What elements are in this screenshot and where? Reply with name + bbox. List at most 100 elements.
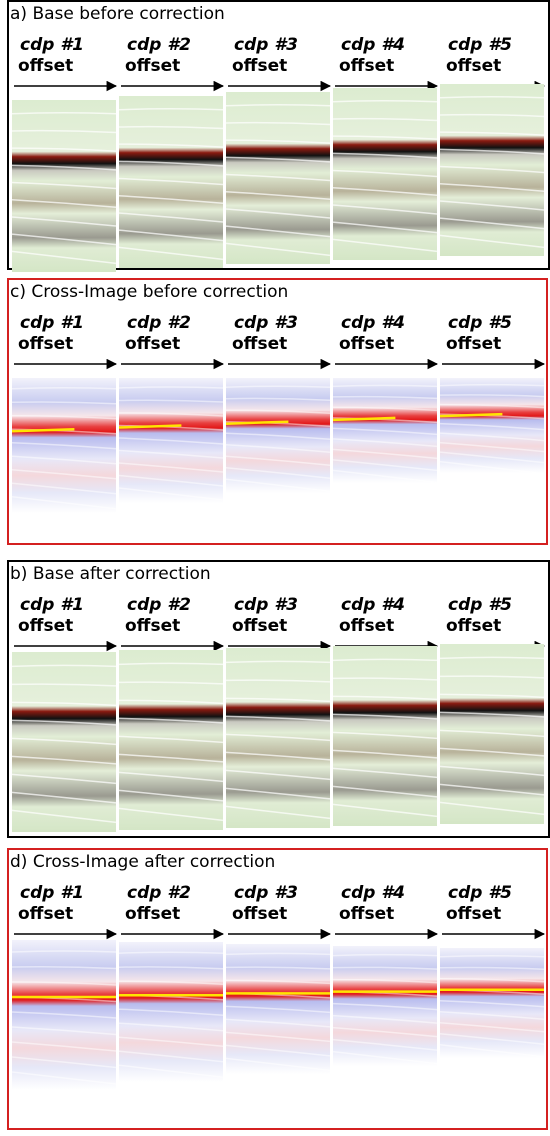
gather-texture bbox=[11, 965, 117, 970]
gather-texture bbox=[11, 701, 117, 707]
gather-texture bbox=[332, 135, 438, 140]
offset-label: offset bbox=[125, 56, 180, 76]
cdp-label: cdp #1 bbox=[20, 35, 84, 55]
gather-texture bbox=[225, 121, 331, 126]
offset-label: offset bbox=[446, 334, 501, 354]
gather-texture bbox=[439, 966, 545, 971]
gather-texture bbox=[11, 401, 117, 405]
gather-texture bbox=[11, 387, 117, 390]
offset-label: offset bbox=[232, 904, 287, 924]
gather-texture bbox=[11, 496, 117, 510]
gather-image bbox=[226, 92, 330, 264]
gather-texture bbox=[225, 385, 331, 388]
gather-texture bbox=[439, 955, 545, 958]
peak-line bbox=[439, 412, 503, 418]
peak-line bbox=[11, 428, 75, 433]
gather-texture bbox=[439, 113, 545, 118]
gather-texture bbox=[118, 177, 224, 186]
gather-texture bbox=[439, 441, 545, 453]
gather-texture bbox=[439, 394, 545, 398]
gather-texture bbox=[332, 204, 438, 215]
gather-texture bbox=[11, 809, 117, 824]
gather-texture bbox=[439, 693, 545, 699]
offset-label: offset bbox=[446, 616, 501, 636]
gather-texture bbox=[118, 1050, 224, 1063]
gather-texture bbox=[11, 164, 117, 171]
gather-texture bbox=[11, 664, 117, 668]
gather-texture bbox=[118, 108, 224, 111]
gather-texture bbox=[332, 417, 438, 424]
gather-texture bbox=[332, 1026, 438, 1038]
gather-texture bbox=[225, 751, 331, 761]
gather-texture bbox=[11, 1071, 117, 1085]
gather-texture bbox=[439, 148, 545, 155]
gather-texture bbox=[118, 1064, 224, 1078]
gather-texture bbox=[118, 386, 224, 389]
gather-texture bbox=[225, 1057, 331, 1072]
gather-texture bbox=[11, 455, 117, 465]
gather-texture bbox=[11, 1056, 117, 1069]
gather-texture bbox=[332, 713, 438, 720]
cdp-label: cdp #2 bbox=[127, 35, 191, 55]
gather-texture bbox=[439, 711, 545, 718]
cdp-label: cdp #3 bbox=[234, 883, 298, 903]
gather-texture bbox=[118, 1022, 224, 1032]
offset-label: offset bbox=[18, 56, 73, 76]
cdp-label: cdp #4 bbox=[341, 313, 405, 333]
gather-texture bbox=[11, 950, 117, 953]
offset-label: offset bbox=[339, 56, 394, 76]
peak-line bbox=[225, 420, 289, 425]
gather-texture bbox=[225, 156, 331, 163]
gather-texture bbox=[11, 112, 117, 115]
gather-texture bbox=[225, 420, 331, 427]
offset-label: offset bbox=[339, 334, 394, 354]
gather-texture bbox=[118, 735, 224, 744]
gather-texture bbox=[332, 187, 438, 197]
gather-texture bbox=[118, 717, 224, 724]
gather-texture bbox=[439, 1011, 545, 1021]
gather-texture bbox=[439, 413, 545, 420]
gather-texture bbox=[332, 1038, 438, 1051]
gather-image bbox=[226, 648, 330, 828]
gather-texture bbox=[439, 765, 545, 777]
gather-texture bbox=[332, 469, 438, 484]
gather-texture bbox=[332, 1002, 438, 1011]
gather-texture bbox=[332, 1014, 438, 1024]
gather-texture bbox=[439, 656, 545, 660]
gather-image bbox=[440, 84, 544, 256]
gather-texture bbox=[439, 183, 545, 193]
cdp-label: cdp #3 bbox=[234, 595, 298, 615]
offset-label: offset bbox=[339, 616, 394, 636]
gather-texture bbox=[11, 442, 117, 450]
gather-texture bbox=[11, 482, 117, 495]
gather-texture bbox=[118, 125, 224, 130]
gather-texture bbox=[225, 208, 331, 219]
gather-texture bbox=[225, 432, 331, 440]
offset-label: offset bbox=[18, 334, 73, 354]
gather-texture bbox=[439, 1000, 545, 1008]
gather-texture bbox=[332, 117, 438, 122]
gather-texture bbox=[225, 104, 331, 107]
gather-texture bbox=[332, 658, 438, 662]
gather-texture bbox=[332, 966, 438, 970]
gather-texture bbox=[225, 139, 331, 144]
gather-texture bbox=[439, 729, 545, 738]
gather-texture bbox=[439, 165, 545, 174]
gather-texture bbox=[332, 459, 438, 472]
panel-title: d) Cross-Image after correction bbox=[10, 852, 275, 872]
gather-texture bbox=[332, 438, 438, 448]
gather-texture bbox=[225, 979, 331, 985]
gather-texture bbox=[225, 397, 331, 401]
gather-texture bbox=[439, 403, 545, 409]
cdp-label: cdp #4 bbox=[341, 35, 405, 55]
offset-label: offset bbox=[18, 616, 73, 636]
gather-texture bbox=[439, 432, 545, 442]
gather-texture bbox=[11, 1026, 117, 1036]
gather-texture bbox=[118, 487, 224, 501]
gather-texture bbox=[439, 383, 545, 387]
peak-line bbox=[332, 416, 396, 422]
panel-title: a) Base before correction bbox=[10, 4, 225, 24]
gather-texture bbox=[118, 160, 224, 167]
